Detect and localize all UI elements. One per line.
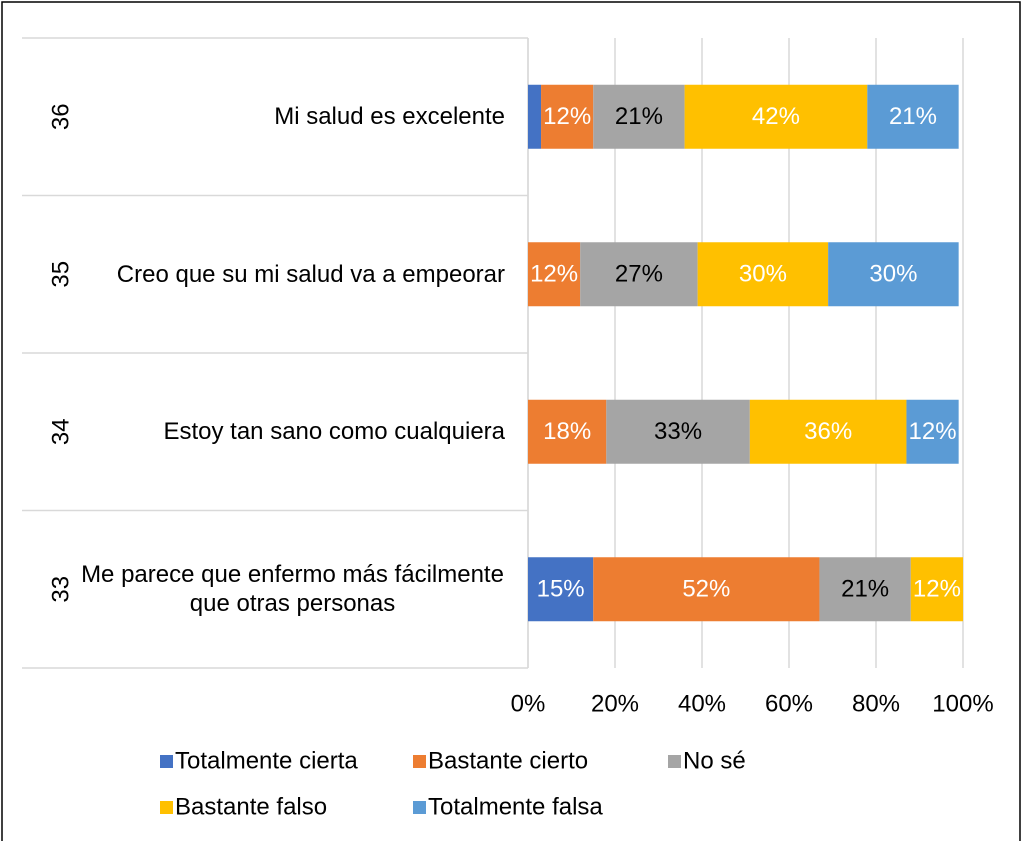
bar-segment bbox=[828, 242, 959, 307]
legend-label: No sé bbox=[683, 747, 746, 774]
x-tick-label: 40% bbox=[678, 690, 726, 717]
data-label: 18% bbox=[543, 418, 591, 445]
x-tick-label: 100% bbox=[932, 690, 993, 717]
bar-segment bbox=[697, 242, 829, 307]
category-text: Estoy tan sano como cualquiera bbox=[163, 418, 505, 446]
group-label: 33 bbox=[47, 576, 74, 603]
data-label: 21% bbox=[841, 576, 889, 603]
bar-segment bbox=[580, 242, 698, 307]
x-tick-label: 20% bbox=[591, 690, 639, 717]
data-label: 36% bbox=[804, 418, 852, 445]
data-label: 12% bbox=[530, 261, 578, 288]
bar-segment bbox=[749, 399, 907, 464]
legend-swatch bbox=[668, 755, 681, 768]
bar-segment bbox=[593, 557, 820, 622]
data-label: 12% bbox=[913, 576, 961, 603]
group-label: 35 bbox=[47, 261, 74, 288]
group-label: 36 bbox=[47, 103, 74, 130]
data-label: 21% bbox=[615, 103, 663, 130]
category-label: Mi salud es excelente bbox=[60, 77, 505, 157]
bar-segment bbox=[528, 399, 607, 464]
bar-segment bbox=[606, 399, 750, 464]
x-tick-label: 0% bbox=[511, 690, 546, 717]
bar-segment bbox=[593, 84, 685, 149]
bar-segment bbox=[867, 84, 959, 149]
bar-segment bbox=[528, 84, 542, 149]
bar-segment bbox=[528, 242, 581, 307]
legend-swatch bbox=[413, 801, 426, 814]
x-tick-label: 80% bbox=[852, 690, 900, 717]
category-label: Me parece que enfermo más fácilmente que… bbox=[60, 549, 505, 629]
legend-label: Bastante cierto bbox=[428, 747, 588, 774]
data-label: 52% bbox=[682, 576, 730, 603]
data-label: 42% bbox=[752, 103, 800, 130]
bar-segment bbox=[528, 557, 594, 622]
legend-label: Bastante falso bbox=[175, 793, 327, 820]
data-label: 15% bbox=[537, 576, 585, 603]
category-text: Mi salud es excelente bbox=[274, 103, 505, 131]
bar-segment bbox=[541, 84, 594, 149]
category-label: Estoy tan sano como cualquiera bbox=[60, 392, 505, 472]
group-label: 34 bbox=[47, 418, 74, 445]
legend-label: Totalmente cierta bbox=[175, 747, 358, 774]
data-label: 21% bbox=[889, 103, 937, 130]
data-label: 30% bbox=[869, 261, 917, 288]
data-label: 12% bbox=[543, 103, 591, 130]
data-label: 30% bbox=[739, 261, 787, 288]
bar-segment bbox=[906, 399, 959, 464]
data-label: 33% bbox=[654, 418, 702, 445]
bar-segment bbox=[819, 557, 911, 622]
data-label: 27% bbox=[615, 261, 663, 288]
bar-segment bbox=[910, 557, 963, 622]
legend-swatch bbox=[413, 755, 426, 768]
category-text: Creo que su mi salud va a empeorar bbox=[116, 260, 505, 288]
data-label: 12% bbox=[909, 418, 957, 445]
bar-segment bbox=[684, 84, 868, 149]
x-tick-label: 60% bbox=[765, 690, 813, 717]
legend-label: Totalmente falsa bbox=[428, 793, 603, 820]
category-text: Me parece que enfermo más fácilmente que… bbox=[81, 561, 504, 618]
legend-swatch bbox=[160, 755, 173, 768]
category-label: Creo que su mi salud va a empeorar bbox=[60, 234, 505, 314]
legend-swatch bbox=[160, 801, 173, 814]
